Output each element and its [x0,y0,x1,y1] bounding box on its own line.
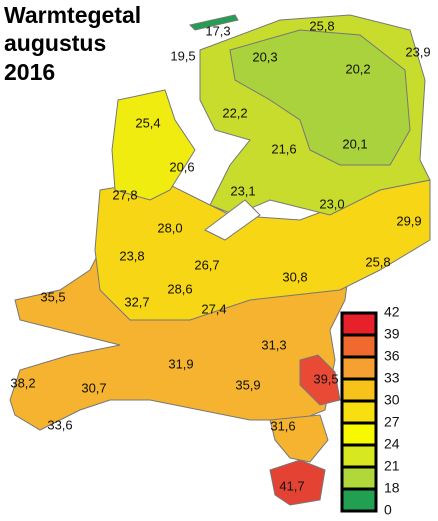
station-value: 26,7 [194,257,219,272]
station-value: 35,5 [40,289,65,304]
station-value: 31,3 [261,337,286,352]
station-value: 39,5 [313,371,338,386]
station-value: 27,4 [201,301,226,316]
legend-swatch [340,355,378,381]
station-value: 25,8 [365,254,390,269]
title-line: Warmtegetal [4,2,141,28]
legend: 42 39 36 33 30 27 24 21 18 0 [340,304,400,518]
station-value: 20,6 [169,159,194,174]
station-value: 21,6 [271,141,296,156]
station-value: 38,2 [10,375,35,390]
legend-swatch [340,333,378,359]
station-value: 23,9 [405,44,430,59]
station-value: 41,7 [279,478,304,493]
legend-swatch [340,399,378,425]
station-value: 32,7 [124,294,149,309]
legend-swatch [340,377,378,403]
legend-label: 24 [384,436,400,452]
station-value: 20,3 [252,49,277,64]
land [9,14,431,506]
legend-label: 21 [384,458,400,474]
legend-swatch [340,443,378,469]
legend-label: 36 [384,348,400,364]
lake [204,199,261,241]
station-value: 27,8 [112,187,137,202]
legend-label: 33 [384,370,400,386]
station-value: 23,0 [319,196,344,211]
legend-label: 42 [384,304,400,320]
region-east-hot [299,354,341,406]
region-north-core [229,29,411,166]
station-value: 31,9 [168,356,193,371]
station-value: 22,2 [222,105,247,120]
legend-label: 30 [384,392,400,408]
legend-label: 0 [384,502,392,518]
legend-swatch [340,421,378,447]
station-value: 25,8 [309,18,334,33]
station-value: 23,1 [230,183,255,198]
station-value: 25,4 [135,115,160,130]
legend-swatch [340,465,378,491]
island [189,14,239,31]
station-labels: 17,3 25,8 19,5 20,3 20,2 23,9 25,4 22,2 21,6 20,1… [10,18,430,493]
station-value: 28,6 [167,281,192,296]
station-value: 30,7 [81,380,106,395]
station-value: 31,6 [270,418,295,433]
station-value: 23,8 [119,248,144,263]
title-line: 2016 [4,59,55,85]
station-value: 29,9 [396,213,421,228]
legend-swatch [340,487,378,513]
station-value: 20,1 [342,136,367,151]
title-line: augustus [4,30,106,56]
legend-label: 27 [384,414,400,430]
station-value: 35,9 [235,377,260,392]
station-value: 20,2 [345,61,370,76]
station-value: 19,5 [170,48,195,63]
station-value: 30,8 [282,269,307,284]
station-value: 17,3 [205,23,230,38]
legend-swatch [340,311,378,337]
region-holland [111,89,196,201]
legend-label: 39 [384,326,400,342]
region-limburg-mid [269,414,329,463]
legend-label: 18 [384,480,400,496]
station-value: 33,6 [47,417,72,432]
station-value: 28,0 [157,220,182,235]
